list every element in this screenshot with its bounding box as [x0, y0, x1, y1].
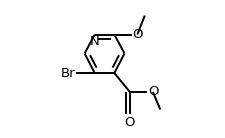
Text: N: N — [90, 35, 99, 48]
Text: Br: Br — [61, 67, 75, 79]
Text: O: O — [132, 28, 142, 41]
Text: O: O — [124, 116, 135, 129]
Text: O: O — [148, 85, 158, 99]
